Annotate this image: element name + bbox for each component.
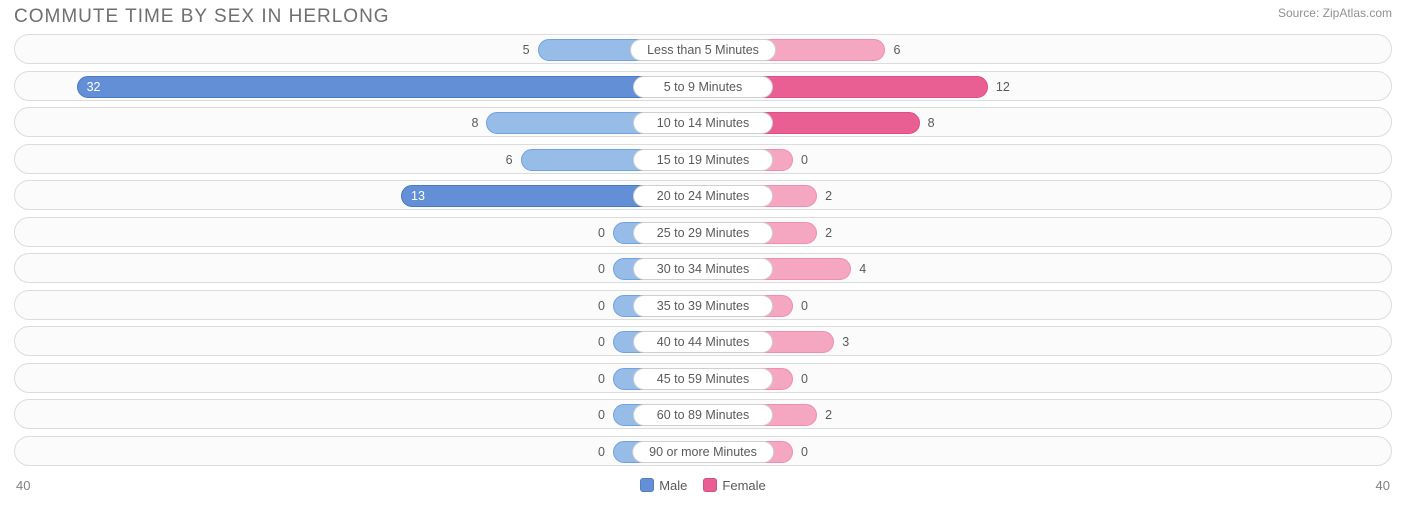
chart-row: 6 0 15 to 19 Minutes [14, 144, 1392, 174]
female-value-label: 4 [859, 258, 866, 280]
legend: Male Female [640, 478, 766, 493]
category-pill: 5 to 9 Minutes [633, 76, 773, 98]
category-pill: 45 to 59 Minutes [633, 368, 773, 390]
female-value-label: 2 [825, 185, 832, 207]
male-value-label: 32 [87, 76, 101, 98]
chart-area: 56Less than 5 Minutes32125 to 9 Minutes8… [0, 30, 1406, 466]
male-value-label: 6 [506, 149, 513, 171]
male-value-label: 8 [471, 112, 478, 134]
category-pill: 25 to 29 Minutes [633, 222, 773, 244]
male-value-label: 0 [598, 222, 605, 244]
male-value-label: 0 [598, 404, 605, 426]
axis-max-left: 40 [16, 478, 30, 493]
category-pill: 20 to 24 Minutes [633, 185, 773, 207]
male-value-label: 0 [598, 258, 605, 280]
male-value-label: 0 [598, 295, 605, 317]
category-pill: 90 or more Minutes [632, 441, 774, 463]
female-value-label: 3 [842, 331, 849, 353]
category-pill: 60 to 89 Minutes [633, 404, 773, 426]
axis-max-right: 40 [1376, 478, 1390, 493]
female-value-label: 0 [801, 441, 808, 463]
female-value-label: 0 [801, 368, 808, 390]
chart-row: 0 2 60 to 89 Minutes [14, 399, 1392, 429]
legend-item-male: Male [640, 478, 687, 493]
male-value-label: 5 [523, 39, 530, 61]
female-value-label: 0 [801, 295, 808, 317]
source-attribution: Source: ZipAtlas.com [1278, 6, 1392, 20]
chart-row: 0 4 30 to 34 Minutes [14, 253, 1392, 283]
legend-label-male: Male [659, 478, 687, 493]
bottom-row: 40 Male Female 40 [0, 472, 1406, 498]
legend-swatch-female [703, 478, 717, 492]
chart-row: 0 0 90 or more Minutes [14, 436, 1392, 466]
male-value-label: 13 [411, 185, 425, 207]
female-value-label: 6 [893, 39, 900, 61]
female-value-label: 8 [928, 112, 935, 134]
male-bar [77, 76, 703, 98]
male-value-label: 0 [598, 368, 605, 390]
chart-row: 8 8 10 to 14 Minutes [14, 107, 1392, 137]
chart-row: 0 0 45 to 59 Minutes [14, 363, 1392, 393]
chart-row: 0 2 25 to 29 Minutes [14, 217, 1392, 247]
female-value-label: 0 [801, 149, 808, 171]
chart-row: 13 2 20 to 24 Minutes [14, 180, 1392, 210]
male-value-label: 0 [598, 331, 605, 353]
category-pill: 40 to 44 Minutes [633, 331, 773, 353]
female-value-label: 2 [825, 222, 832, 244]
female-value-label: 2 [825, 404, 832, 426]
chart-title: COMMUTE TIME BY SEX IN HERLONG [14, 6, 390, 28]
chart-row: 5 6 Less than 5 Minutes [14, 34, 1392, 64]
category-pill: Less than 5 Minutes [630, 39, 776, 61]
legend-label-female: Female [722, 478, 765, 493]
chart-row: 0 3 40 to 44 Minutes [14, 326, 1392, 356]
category-pill: 10 to 14 Minutes [633, 112, 773, 134]
category-pill: 15 to 19 Minutes [633, 149, 773, 171]
legend-item-female: Female [703, 478, 765, 493]
category-pill: 30 to 34 Minutes [633, 258, 773, 280]
chart-row: 32 12 5 to 9 Minutes [14, 71, 1392, 101]
header: COMMUTE TIME BY SEX IN HERLONG Source: Z… [0, 0, 1406, 30]
male-value-label: 0 [598, 441, 605, 463]
category-pill: 35 to 39 Minutes [633, 295, 773, 317]
female-value-label: 12 [996, 76, 1010, 98]
legend-swatch-male [640, 478, 654, 492]
chart-row: 0 0 35 to 39 Minutes [14, 290, 1392, 320]
